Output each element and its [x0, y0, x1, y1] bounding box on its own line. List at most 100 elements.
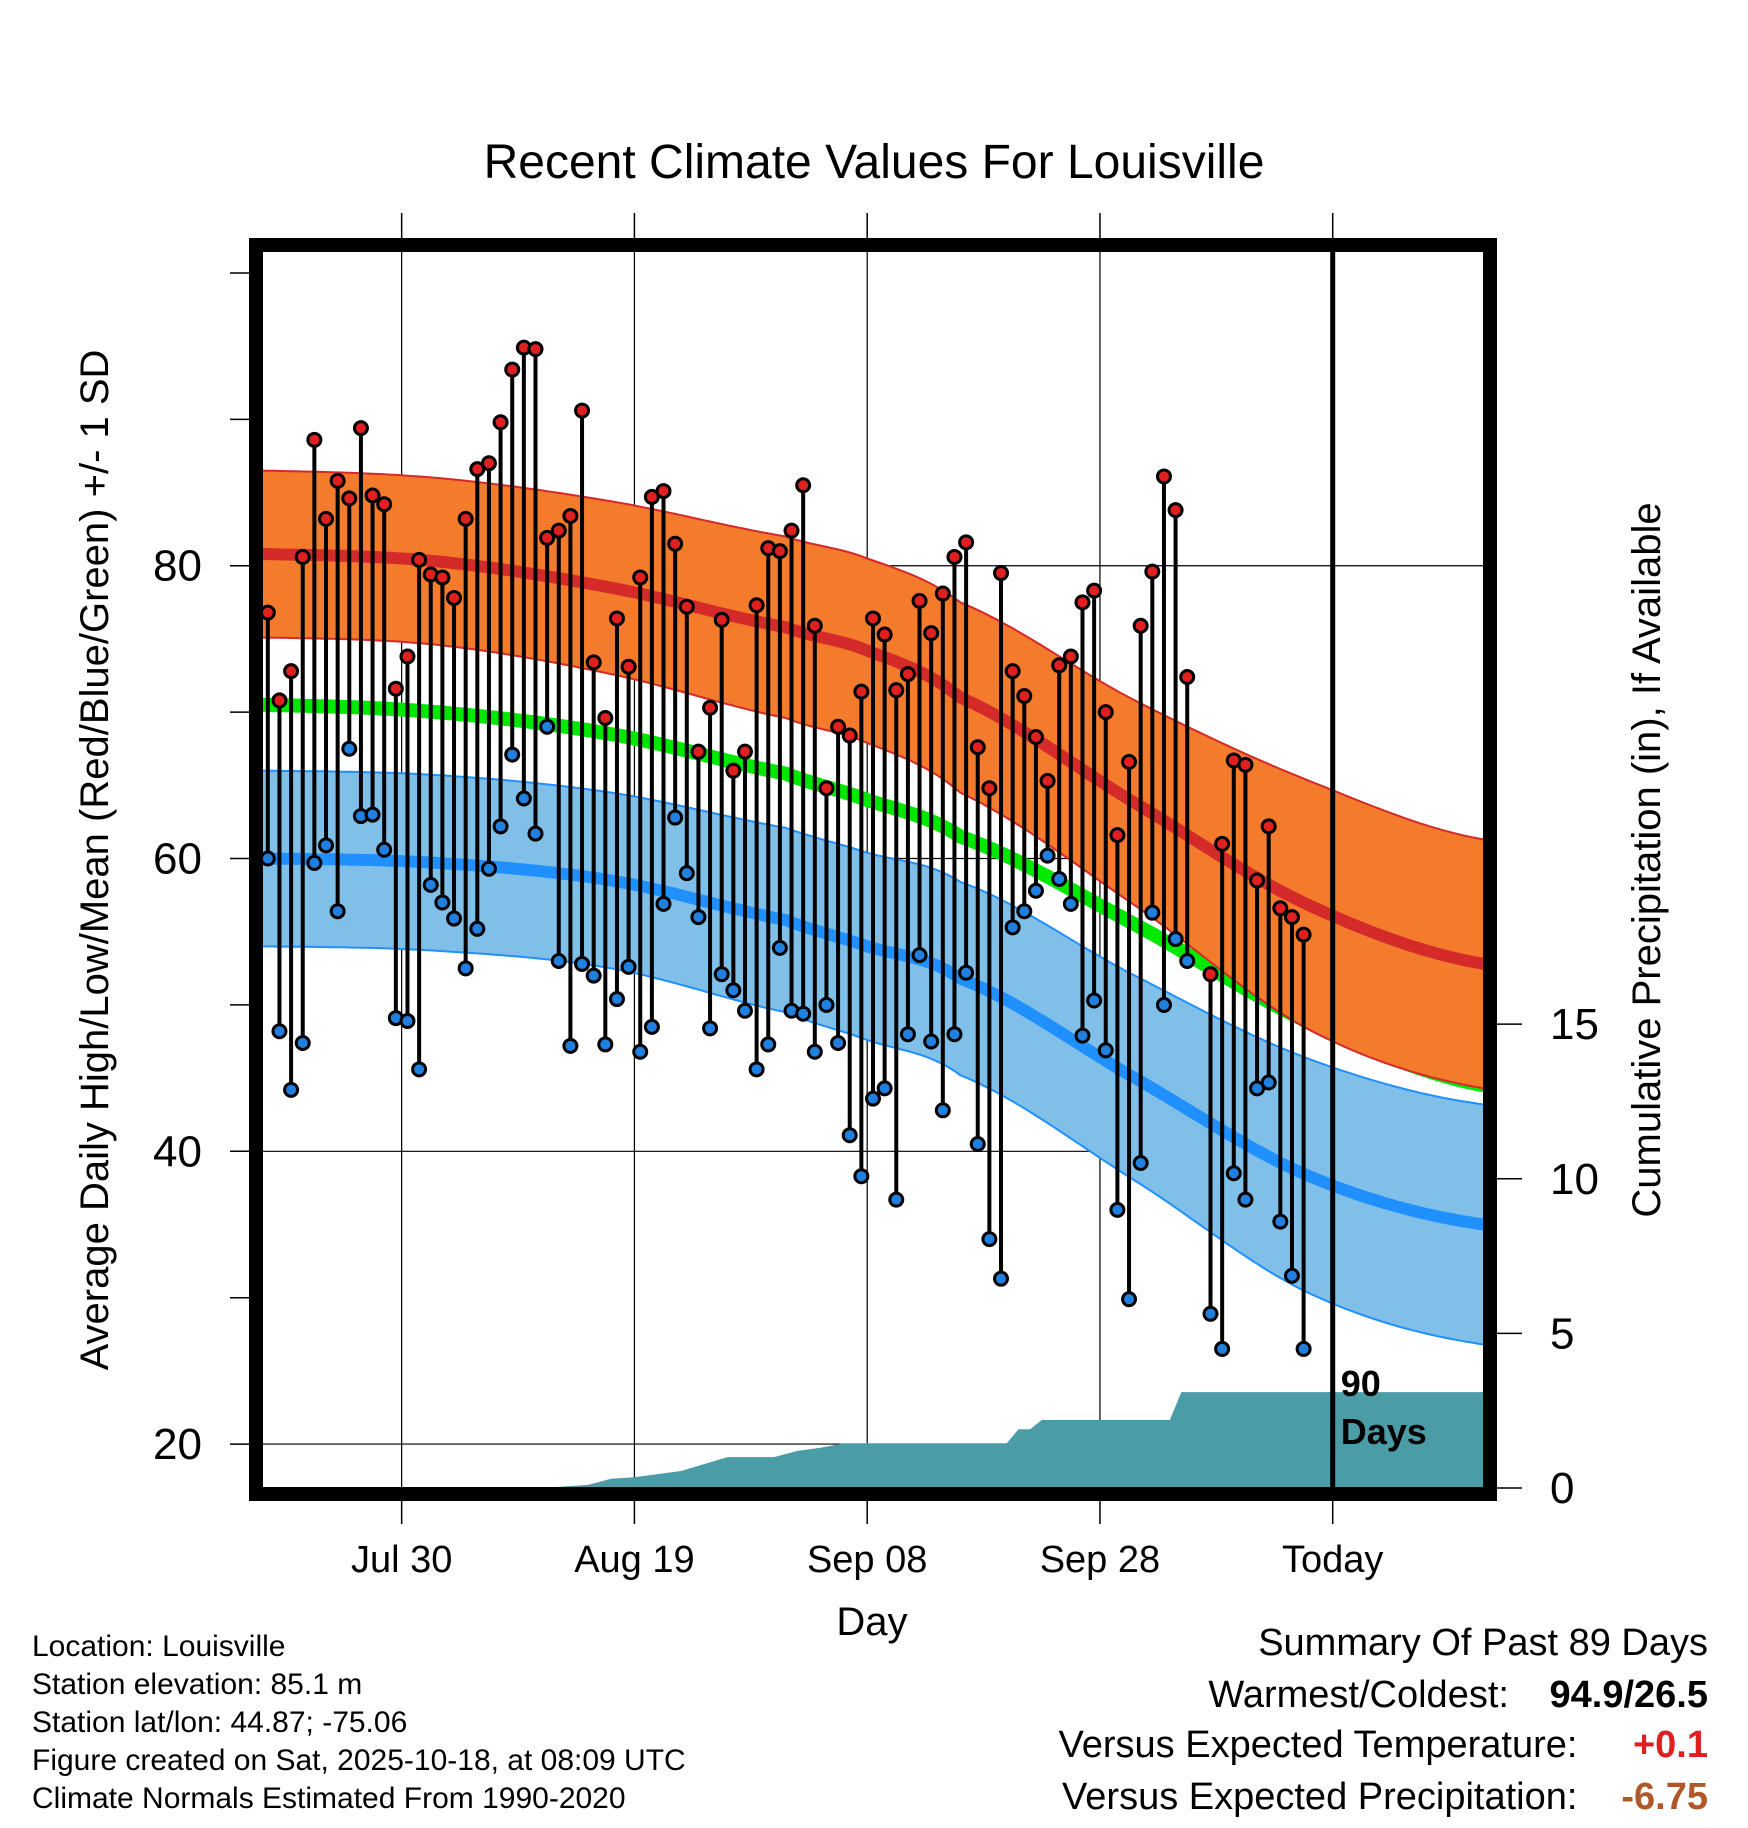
daily-high-point [1097, 704, 1114, 721]
x-axis-label: Day [836, 1600, 907, 1644]
daily-high-point [946, 548, 963, 565]
daily-high-point [632, 569, 649, 586]
precipitation-area [262, 1392, 1484, 1488]
daily-low-point [1272, 1213, 1289, 1230]
low-sd-band [262, 769, 1484, 1346]
daily-low-point [795, 1005, 812, 1022]
daily-low-point [1167, 931, 1184, 948]
days-window-label: Days [1341, 1411, 1427, 1452]
daily-low-point [1144, 904, 1161, 921]
x-tick-label: Today [1282, 1539, 1383, 1581]
y2-tick-label: 10 [1550, 1155, 1599, 1204]
daily-high-point [306, 431, 323, 448]
daily-low-point [993, 1270, 1010, 1287]
daily-high-point [585, 654, 602, 671]
days-window-label: 90 [1341, 1363, 1381, 1404]
daily-high-point [806, 617, 823, 634]
daily-high-point [748, 597, 765, 614]
chart-title: Recent Climate Values For Louisville [484, 136, 1265, 189]
daily-low-point [771, 939, 788, 956]
daily-high-point [934, 585, 951, 602]
daily-high-point [411, 551, 428, 568]
daily-high-point [480, 455, 497, 472]
y-axis-label: Average Daily High/Low/Mean (Red/Blue/Gr… [73, 350, 117, 1371]
x-axis: Jul 30 Aug 19 Sep 08 Sep 28 Today [351, 213, 1383, 1581]
daily-high-point [655, 483, 672, 500]
temperature-label: Versus Expected Temperature: [1058, 1724, 1578, 1766]
daily-low-point [702, 1020, 719, 1037]
daily-low-point [1214, 1340, 1231, 1357]
daily-low-point [469, 920, 486, 937]
daily-high-point [318, 510, 335, 527]
daily-high-point [958, 534, 975, 551]
daily-low-point [678, 865, 695, 882]
y2-axis-label: Cumulative Precipitation (in), If Availa… [1625, 502, 1669, 1217]
daily-low-point [1086, 992, 1103, 1009]
daily-low-point [1283, 1267, 1300, 1284]
station-latlon: Station lat/lon: 44.87; -75.06 [32, 1706, 408, 1739]
daily-low-point [597, 1036, 614, 1053]
daily-high-point [352, 420, 369, 437]
plot-frame [249, 238, 1497, 1501]
daily-high-point [725, 762, 742, 779]
daily-high-point [620, 658, 637, 675]
daily-high-point [504, 361, 521, 378]
daily-low-point [865, 1090, 881, 1107]
daily-high-point [993, 565, 1010, 582]
daily-high-point [911, 592, 928, 609]
daily-high-point [1214, 835, 1231, 852]
daily-high-point [1260, 818, 1277, 835]
daily-low-point [271, 1023, 288, 1040]
daily-high-point [550, 522, 567, 539]
figure-created: Figure created on Sat, 2025-10-18, at 08… [32, 1744, 686, 1777]
daily-high-point [830, 718, 847, 735]
daily-high-point [562, 507, 579, 524]
precipitation-value: -6.75 [1621, 1776, 1708, 1818]
y2-tick-label: 0 [1550, 1464, 1574, 1513]
daily-high-point [539, 529, 556, 546]
daily-low-point [830, 1034, 847, 1051]
daily-high-point [876, 626, 893, 643]
daily-high-point [341, 490, 358, 507]
daily-high-point [1237, 756, 1254, 773]
daily-low-point [876, 1080, 893, 1097]
x-tick-label: Aug 19 [574, 1539, 694, 1581]
daily-high-point [899, 666, 916, 683]
daily-high-point [667, 535, 684, 552]
daily-low-point [841, 1127, 858, 1144]
daily-high-point [1144, 563, 1161, 580]
y-tick-label: 80 [153, 542, 202, 591]
x-tick-label: Sep 08 [807, 1539, 927, 1581]
daily-high-point [1004, 663, 1021, 680]
daily-low-point [527, 825, 544, 842]
station-elevation: Station elevation: 85.1 m [32, 1668, 363, 1701]
daily-low-point [899, 1026, 916, 1043]
daily-low-point [411, 1061, 428, 1078]
x-tick-label: Jul 30 [351, 1539, 452, 1581]
daily-high-point [981, 780, 998, 797]
daily-low-point [1051, 871, 1068, 888]
daily-high-point [446, 589, 463, 606]
daily-low-point [946, 1026, 963, 1043]
plot-border [249, 238, 1497, 1501]
y2-tick-label: 5 [1550, 1309, 1574, 1358]
daily-high-point [1132, 617, 1149, 634]
daily-high-point [923, 625, 940, 642]
summary-precipitation: Versus Expected Precipitation: -6.75 [1062, 1776, 1708, 1819]
daily-low-point [480, 860, 497, 877]
daily-high-point [795, 477, 812, 494]
daily-high-point [399, 648, 416, 665]
daily-high-point [1027, 729, 1044, 746]
x-tick-label: Sep 28 [1040, 1539, 1160, 1581]
temperature-value: +0.1 [1632, 1724, 1708, 1766]
daily-high-point [1155, 468, 1172, 485]
daily-low-point [1237, 1191, 1254, 1208]
precipitation-label: Versus Expected Precipitation: [1062, 1776, 1578, 1818]
daily-high-point [713, 611, 730, 628]
daily-low-point [1179, 952, 1196, 969]
daily-low-point [341, 740, 358, 757]
daily-high-point [818, 780, 835, 797]
daily-low-point [294, 1034, 311, 1051]
daily-low-point [911, 947, 928, 964]
